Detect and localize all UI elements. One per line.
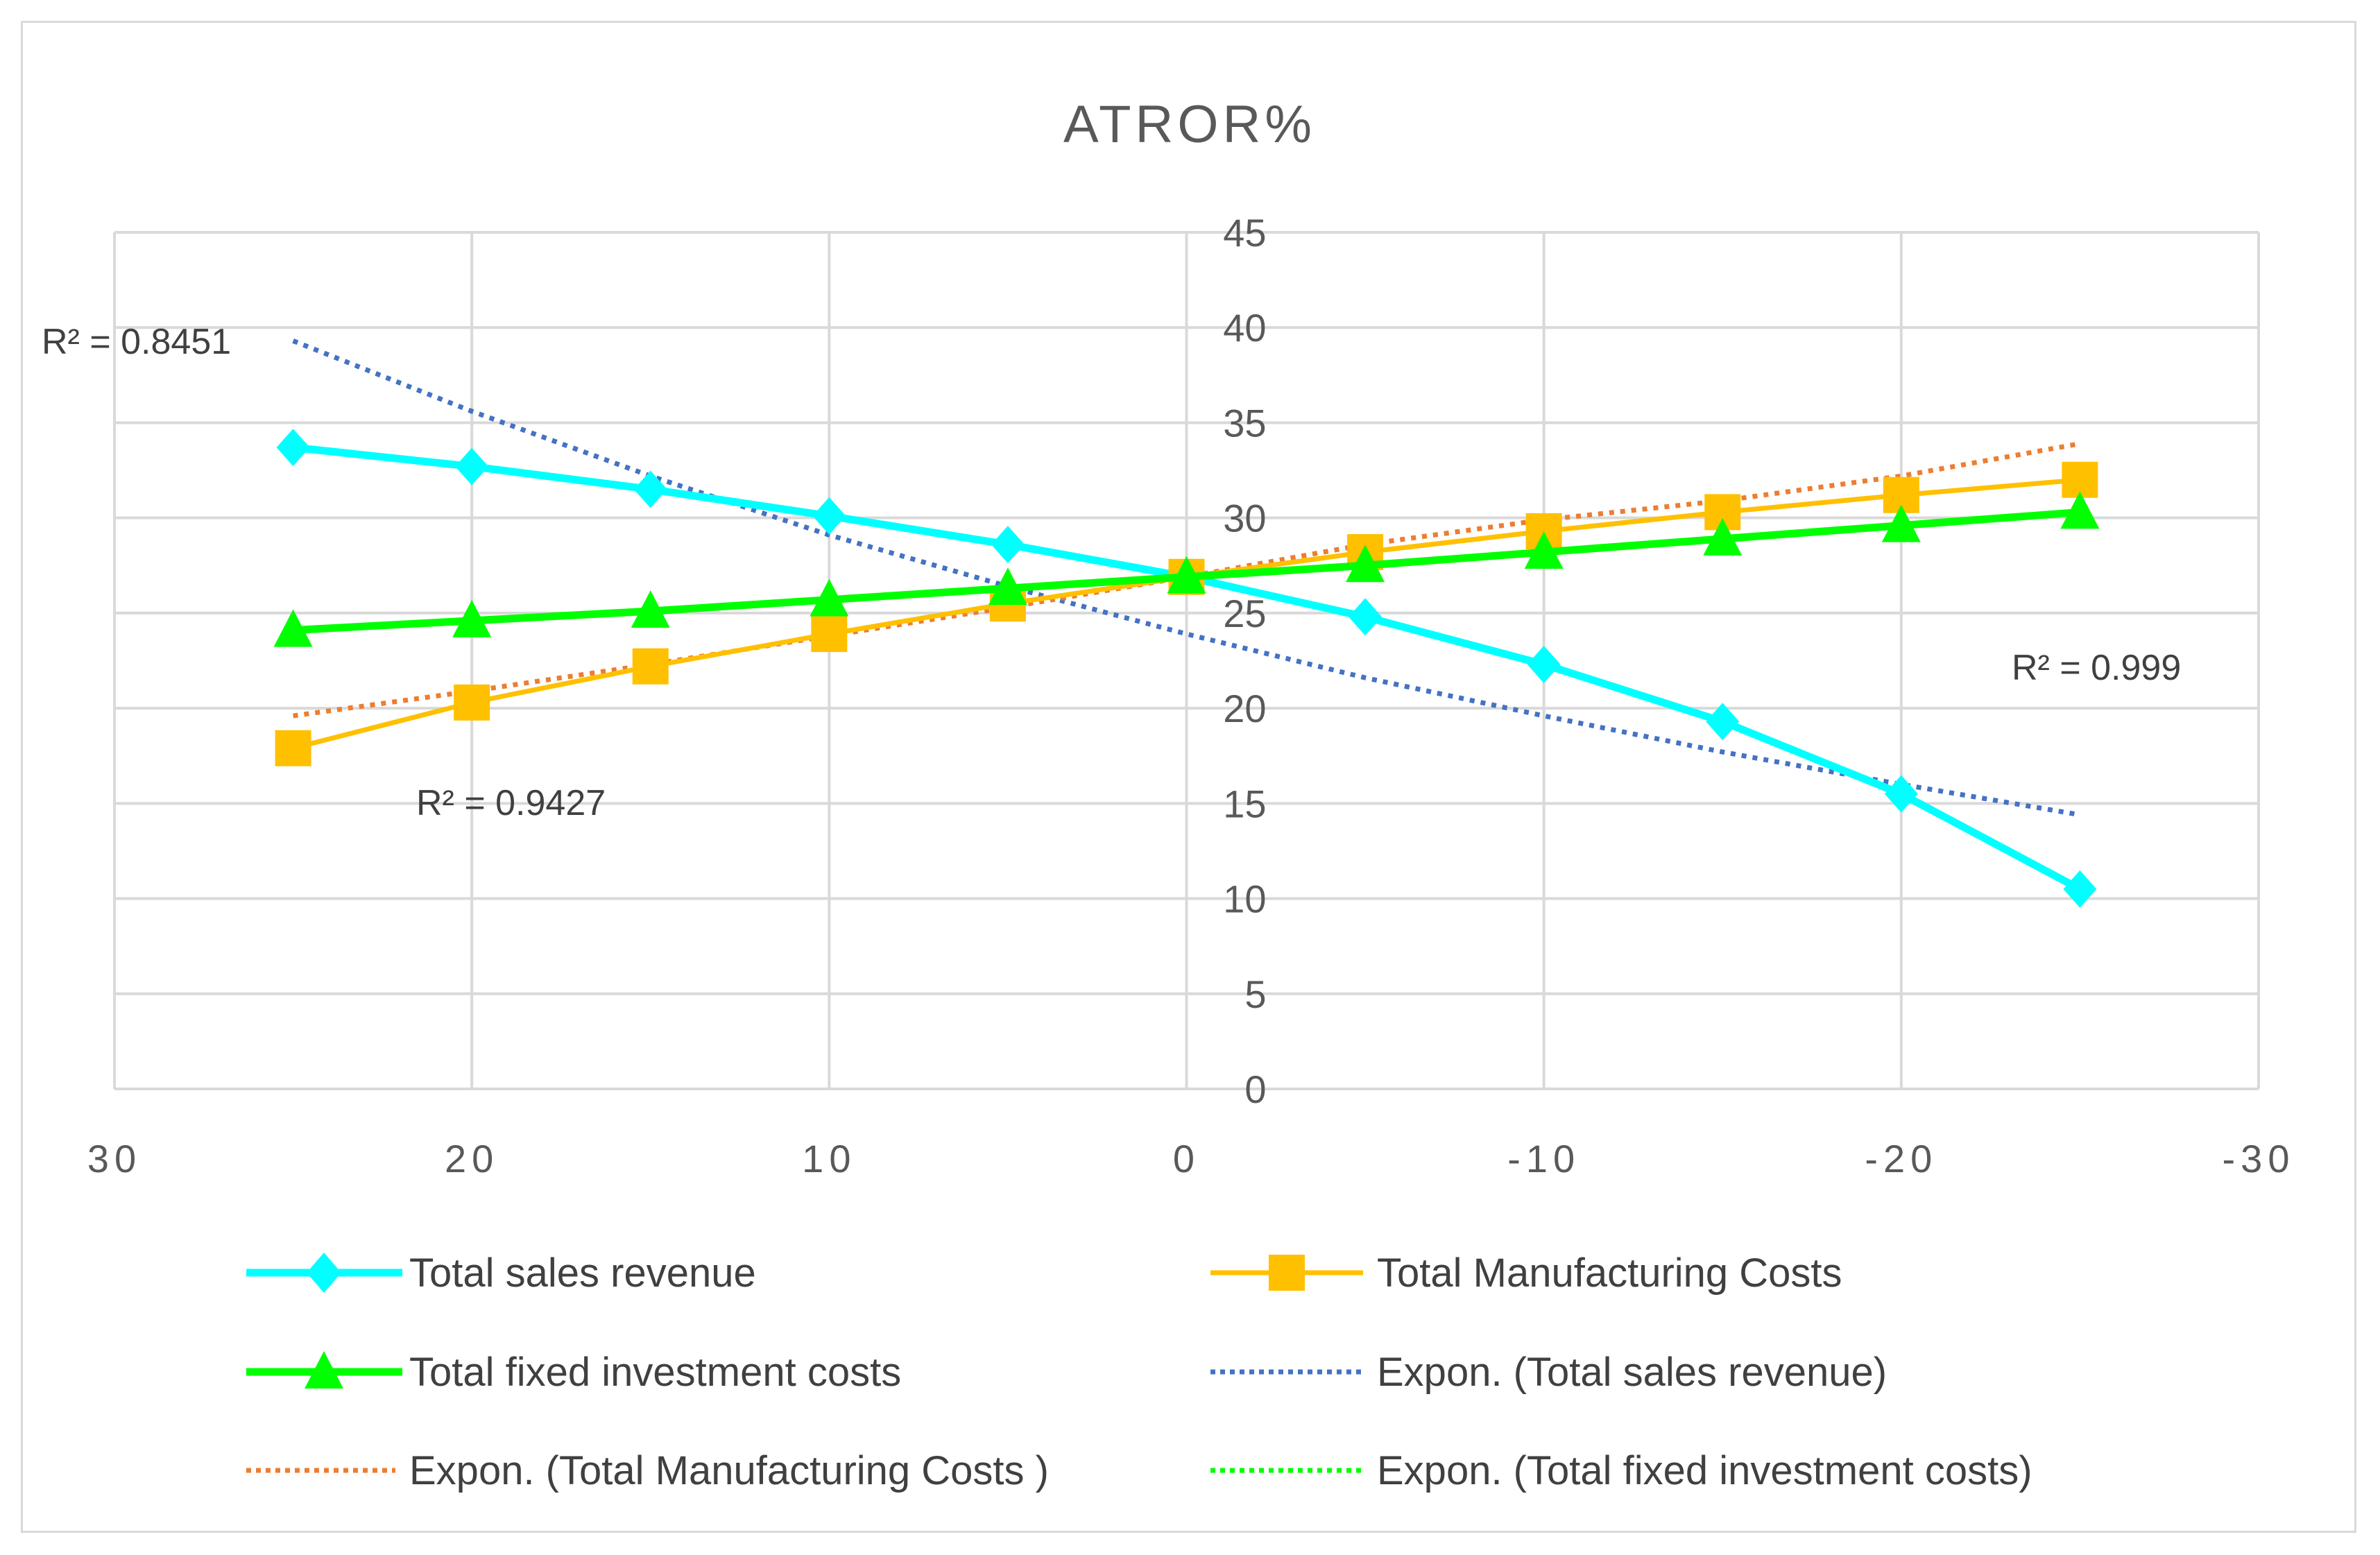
- series-2-point-0: [273, 609, 313, 647]
- series-2-point-2: [631, 590, 670, 628]
- legend-item-total-fixed-investment-costs: Total fixed investment costs: [246, 1350, 901, 1395]
- y-tick-10: 10: [1223, 877, 1266, 921]
- y-tick-45: 45: [1223, 211, 1266, 255]
- r-squared-manufacturing: R² = 0.9427: [416, 783, 606, 823]
- series-0-point-9: [1884, 775, 1918, 813]
- series-0-point-8: [1706, 703, 1740, 741]
- trendlines: [292, 338, 2081, 818]
- diamond-marker-icon: [307, 1253, 341, 1293]
- square-marker-icon: [1269, 1255, 1305, 1291]
- series-2-point-3: [810, 578, 849, 617]
- legend-label-sales: Total sales revenue: [409, 1251, 756, 1296]
- legend-label-fixed: Total fixed investment costs: [409, 1350, 901, 1395]
- series-0-point-10: [2063, 870, 2097, 908]
- y-tick-40: 40: [1223, 306, 1266, 350]
- series-1-point-2: [632, 648, 669, 685]
- r-squared-sales: R² = 0.8451: [42, 322, 231, 362]
- chart-frame: [21, 21, 2356, 1533]
- legend-item-expon-fixed: Expon. (Total fixed investment costs): [1210, 1448, 2032, 1493]
- legend-item-expon-sales: Expon. (Total sales revenue): [1210, 1350, 1887, 1395]
- series-2-point-7: [1524, 531, 1564, 569]
- chart-title: ATROR%: [1063, 95, 1316, 154]
- series-2-point-9: [1881, 504, 1921, 542]
- y-tick-30: 30: [1223, 497, 1266, 540]
- series-0-point-4: [991, 526, 1025, 564]
- triangle-marker-icon: [305, 1351, 343, 1389]
- x-tick--30: -30: [2223, 1137, 2295, 1180]
- series-2-point-10: [2060, 491, 2100, 529]
- series-2-point-8: [1703, 517, 1743, 556]
- x-tick--10: -10: [1507, 1137, 1580, 1180]
- legend-label-expon-fixed: Expon. (Total fixed investment costs): [1377, 1448, 2032, 1493]
- series-2-point-1: [452, 599, 492, 637]
- series-2-point-5: [1167, 556, 1206, 594]
- series-0-point-2: [633, 470, 667, 508]
- y-tick-0: 0: [1244, 1067, 1266, 1111]
- series: [273, 429, 2100, 908]
- y-tick-20: 20: [1223, 687, 1266, 730]
- series-0-point-6: [1349, 598, 1382, 636]
- x-tick-0: 0: [1173, 1137, 1200, 1180]
- legend: Total sales revenue Total Manufacturing …: [246, 1251, 2032, 1493]
- series-1-point-1: [454, 684, 490, 721]
- x-tick-30: 30: [87, 1137, 142, 1180]
- legend-label-expon-manufacturing: Expon. (Total Manufacturing Costs ): [409, 1448, 1049, 1493]
- legend-item-expon-manufacturing: Expon. (Total Manufacturing Costs ): [246, 1448, 1049, 1493]
- series-2-point-4: [988, 567, 1027, 605]
- trendline-1: [293, 441, 2081, 719]
- x-tick-10: 10: [802, 1137, 856, 1180]
- series-0-point-7: [1527, 645, 1561, 683]
- series-0-point-0: [276, 429, 310, 467]
- r-squared-fixed: R² = 0.999: [2012, 648, 2181, 688]
- y-tick-5: 5: [1244, 972, 1266, 1016]
- y-tick-labels: 0 5 10 15 20 25 30 35 40 45: [1223, 211, 1266, 1111]
- x-tick-20: 20: [445, 1137, 499, 1180]
- series-1-point-0: [275, 730, 311, 766]
- y-tick-25: 25: [1223, 592, 1266, 635]
- series-0-point-3: [812, 497, 846, 535]
- series-1-point-3: [811, 616, 848, 653]
- x-tick-labels: 30 20 10 0 -10 -20 -30: [87, 1137, 2295, 1180]
- legend-item-total-sales-revenue: Total sales revenue: [246, 1251, 756, 1296]
- y-tick-35: 35: [1223, 401, 1266, 445]
- legend-label-expon-sales: Expon. (Total sales revenue): [1377, 1350, 1887, 1395]
- series-0-point-1: [455, 447, 489, 486]
- grid: [113, 231, 2260, 1090]
- x-tick--20: -20: [1865, 1137, 1937, 1180]
- y-tick-15: 15: [1223, 782, 1266, 825]
- legend-label-manufacturing: Total Manufacturing Costs: [1377, 1251, 1842, 1296]
- legend-item-total-manufacturing-costs: Total Manufacturing Costs: [1210, 1251, 1842, 1296]
- series-2-point-6: [1346, 544, 1385, 583]
